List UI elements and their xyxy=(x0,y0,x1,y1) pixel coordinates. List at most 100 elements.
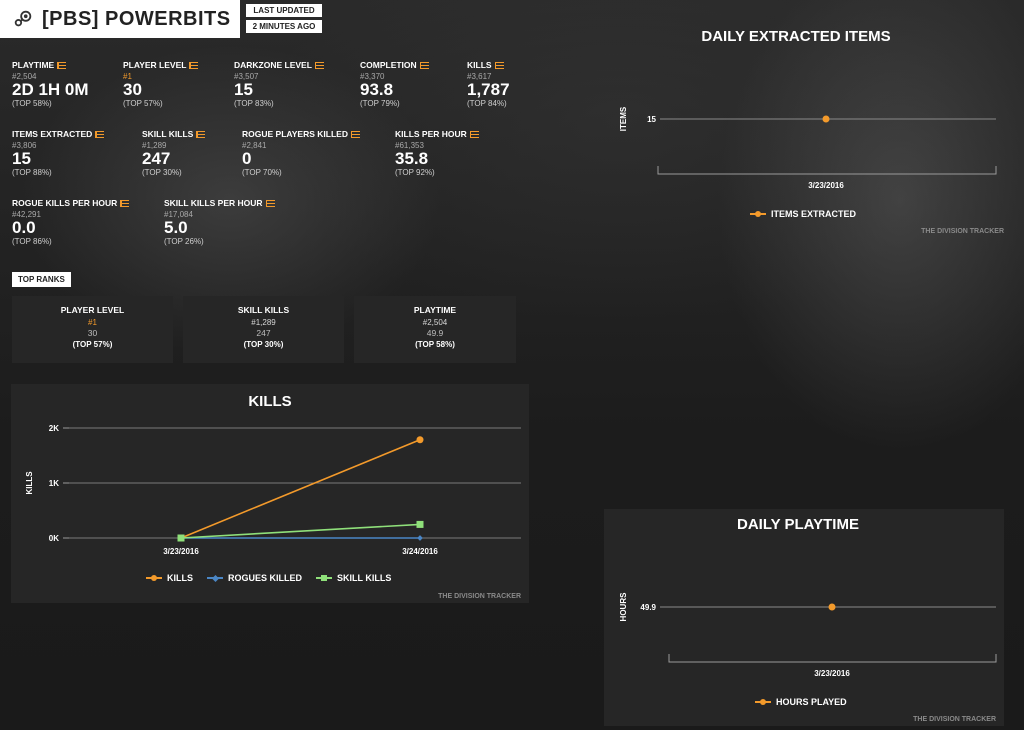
rank-list-icon[interactable] xyxy=(265,199,275,207)
data-point xyxy=(828,603,836,611)
stat-percentile: (TOP 57%) xyxy=(123,99,163,108)
last-updated: LAST UPDATED 2 MINUTES AGO xyxy=(246,4,322,36)
y-axis-label: HOURS xyxy=(619,592,628,622)
x-tick-label: 3/24/2016 xyxy=(402,547,438,556)
y-tick-label: 15 xyxy=(647,115,656,124)
data-point xyxy=(416,520,424,528)
legend-marker xyxy=(316,573,333,583)
stat-label: SKILL KILLS PER HOUR xyxy=(164,198,263,208)
stat-percentile: (TOP 30%) xyxy=(142,168,182,177)
stat-rank: #17,084 xyxy=(164,210,193,219)
legend-item-rogues-killed[interactable]: ROGUES KILLED xyxy=(207,573,302,583)
top-ranks-label: TOP RANKS xyxy=(12,272,71,287)
stat-label: ITEMS EXTRACTED xyxy=(12,129,93,139)
hours-chart: HOURS 49.9 3/23/2016 xyxy=(619,592,997,678)
stat-value: 2D 1H 0M xyxy=(12,80,89,99)
legend-label: ROGUES KILLED xyxy=(228,573,303,583)
rank-list-icon[interactable] xyxy=(469,130,479,138)
data-point xyxy=(417,535,423,541)
rank-list-icon[interactable] xyxy=(494,61,504,69)
stat-label: PLAYER LEVEL xyxy=(123,60,187,70)
stat-label: COMPLETION xyxy=(360,60,417,70)
stat-completion: COMPLETION #3,370 93.8 (TOP 79%) xyxy=(360,60,429,108)
legend-label: HOURS PLAYED xyxy=(776,697,847,707)
rank-list-icon[interactable] xyxy=(189,61,199,69)
stat-percentile: (TOP 83%) xyxy=(234,99,274,108)
stat-player-level: PLAYER LEVEL #1 30 (TOP 57%) xyxy=(123,60,199,108)
stat-value: 1,787 xyxy=(467,80,510,99)
player-name: [PBS] POWERBITS xyxy=(42,7,231,30)
stat-value: 93.8 xyxy=(360,80,394,99)
stat-rank: #3,370 xyxy=(360,72,385,81)
stat-kills-per-hour: KILLS PER HOUR #61,353 35.8 (TOP 92%) xyxy=(395,129,479,177)
chart-title: DAILY PLAYTIME xyxy=(737,516,859,533)
stat-skill-kills: SKILL KILLS #1,289 247 (TOP 30%) xyxy=(142,129,206,177)
stat-label: ROGUE KILLS PER HOUR xyxy=(12,198,118,208)
y-axis-label: KILLS xyxy=(25,471,34,495)
legend-item-skill-kills[interactable]: SKILL KILLS xyxy=(316,573,391,583)
legend-label: ITEMS EXTRACTED xyxy=(771,209,857,219)
rank-card-percentile: (TOP 58%) xyxy=(415,340,455,349)
stat-value: 35.8 xyxy=(395,149,429,168)
legend-label: KILLS xyxy=(167,573,193,583)
rank-card-title: SKILL KILLS xyxy=(237,305,290,315)
rank-list-icon[interactable] xyxy=(120,199,130,207)
daily-playtime-panel: DAILY PLAYTIME HOURS 49.9 3/23/2016 HOURS… xyxy=(604,509,1004,726)
y-tick-label: 2K xyxy=(49,424,59,433)
x-tick-label: 3/23/2016 xyxy=(808,181,844,190)
hours-legend: HOURS PLAYED xyxy=(755,697,861,707)
steam-icon xyxy=(14,10,32,27)
y-tick-label: 0K xyxy=(49,534,59,543)
stat-label: DARKZONE LEVEL xyxy=(234,60,312,70)
stat-label: SKILL KILLS xyxy=(142,129,194,139)
legend-item-kills[interactable]: KILLS xyxy=(146,573,193,583)
stat-percentile: (TOP 70%) xyxy=(242,168,282,177)
stat-percentile: (TOP 86%) xyxy=(12,237,52,246)
x-tick-label: 3/23/2016 xyxy=(814,669,850,678)
rank-card-rank: #1,289 xyxy=(251,318,276,327)
rank-list-icon[interactable] xyxy=(57,61,67,69)
x-tick-label: 3/23/2016 xyxy=(163,547,199,556)
stat-darkzone-level: DARKZONE LEVEL #3,507 15 (TOP 83%) xyxy=(234,60,324,108)
last-updated-value: 2 MINUTES AGO xyxy=(246,20,322,33)
stat-value: 15 xyxy=(234,80,253,99)
items-legend: ITEMS EXTRACTED xyxy=(750,209,870,219)
legend-label: SKILL KILLS xyxy=(337,573,392,583)
stat-rank: #2,841 xyxy=(242,141,267,150)
rank-list-icon[interactable] xyxy=(350,130,360,138)
legend-item-hours-played[interactable]: HOURS PLAYED xyxy=(755,697,847,707)
kills-chart-panel: KILLS KILLS 0K 1K 2K 3/23/2016 3/24/2016 KIL… xyxy=(11,384,529,603)
stat-value: 15 xyxy=(12,149,31,168)
rank-card-rank: #2,504 xyxy=(422,318,448,327)
legend-marker xyxy=(146,573,162,583)
rank-list-icon[interactable] xyxy=(419,61,429,69)
rank-card-title: PLAYER LEVEL xyxy=(60,305,125,315)
chart-credit: THE DIVISION TRACKER xyxy=(913,716,996,723)
stat-percentile: (TOP 84%) xyxy=(467,99,507,108)
legend-marker xyxy=(207,573,223,583)
top-rank-card: PLAYER LEVEL #1 30 (TOP 57%) xyxy=(12,296,173,363)
series-line-skill-kills xyxy=(180,523,421,539)
rank-card-rank: #1 xyxy=(88,318,97,327)
stat-rank: #1,289 xyxy=(142,141,167,150)
data-point xyxy=(177,534,185,542)
rank-card-value: 247 xyxy=(256,328,271,338)
stat-rank: #3,806 xyxy=(12,141,37,150)
top-rank-card: SKILL KILLS #1,289 247 (TOP 30%) xyxy=(183,296,344,363)
kills-legend: KILLS ROGUES KILLED SKILL KILLS xyxy=(146,573,405,583)
items-chart: ITEMS 15 3/23/2016 xyxy=(619,106,997,190)
stat-rank: #3,507 xyxy=(234,72,259,81)
stat-label: KILLS PER HOUR xyxy=(395,129,467,139)
rank-list-icon[interactable] xyxy=(95,130,105,138)
legend-marker xyxy=(750,209,766,219)
x-axis xyxy=(668,654,997,663)
stat-label: PLAYTIME xyxy=(12,60,55,70)
stat-value: 247 xyxy=(142,149,171,168)
legend-item-items-extracted[interactable]: ITEMS EXTRACTED xyxy=(750,209,856,219)
stat-percentile: (TOP 26%) xyxy=(164,237,204,246)
rank-list-icon[interactable] xyxy=(196,130,206,138)
player-header: [PBS] POWERBITS xyxy=(0,0,240,38)
rank-list-icon[interactable] xyxy=(314,61,324,69)
stat-rank: #3,617 xyxy=(467,72,492,81)
stat-value: 5.0 xyxy=(164,218,188,237)
